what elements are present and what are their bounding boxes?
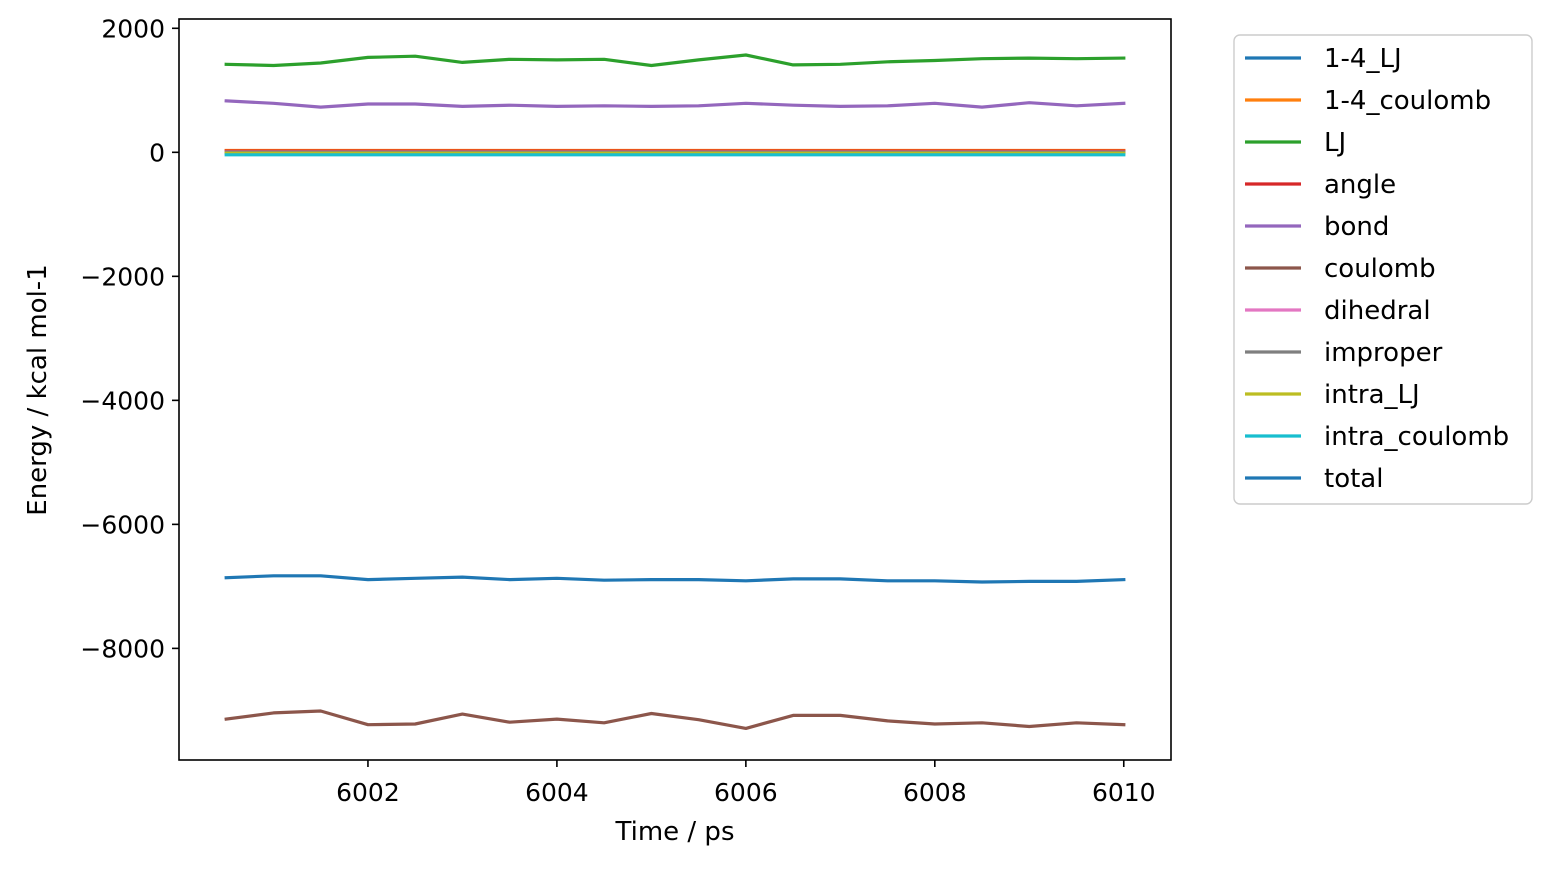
x-tick-label: 6002 — [336, 778, 400, 807]
x-tick-label: 6008 — [903, 778, 967, 807]
y-tick-label: 0 — [149, 138, 165, 167]
y-tick-label: −8000 — [80, 634, 165, 663]
plot-frame — [178, 18, 1172, 761]
legend-label-intra-lj: intra_LJ — [1324, 380, 1420, 410]
legend-label-angle: angle — [1324, 170, 1396, 200]
series-line-total — [224, 574, 1126, 584]
series-line-coulomb — [224, 709, 1126, 731]
x-tick-label: 6010 — [1092, 778, 1156, 807]
x-axis: 6002 6004 6006 6008 6010 — [336, 760, 1156, 807]
legend: 1-4_LJ 1-4_coulomb LJ angle bond coulomb dihed… — [1233, 34, 1533, 505]
legend-label-1-4-lj: 1-4_LJ — [1324, 44, 1402, 74]
y-tick-label: −4000 — [80, 386, 165, 415]
x-tick-label: 6006 — [714, 778, 778, 807]
y-tick-label: −2000 — [80, 262, 165, 291]
legend-frame — [1233, 34, 1533, 505]
legend-label-1-4-coulomb: 1-4_coulomb — [1324, 86, 1491, 116]
series-line-lj — [224, 53, 1126, 68]
legend-label-lj: LJ — [1324, 128, 1346, 158]
x-axis-label: Time / ps — [615, 817, 735, 847]
y-tick-label: 2000 — [101, 14, 165, 43]
legend-label-intra-coulomb: intra_coulomb — [1324, 422, 1509, 452]
legend-label-bond: bond — [1324, 212, 1389, 242]
series-lines — [224, 53, 1126, 731]
y-axis: 2000 0 −2000 −4000 −6000 −8000 — [80, 14, 179, 663]
y-tick-label: −6000 — [80, 510, 165, 539]
series-line-bond — [224, 99, 1126, 109]
y-axis-label: Energy / kcal mol-1 — [23, 264, 53, 515]
legend-label-dihedral: dihedral — [1324, 296, 1431, 326]
legend-label-coulomb: coulomb — [1324, 254, 1436, 284]
x-tick-label: 6004 — [525, 778, 589, 807]
legend-label-total: total — [1324, 464, 1383, 494]
legend-label-improper: improper — [1324, 338, 1443, 368]
